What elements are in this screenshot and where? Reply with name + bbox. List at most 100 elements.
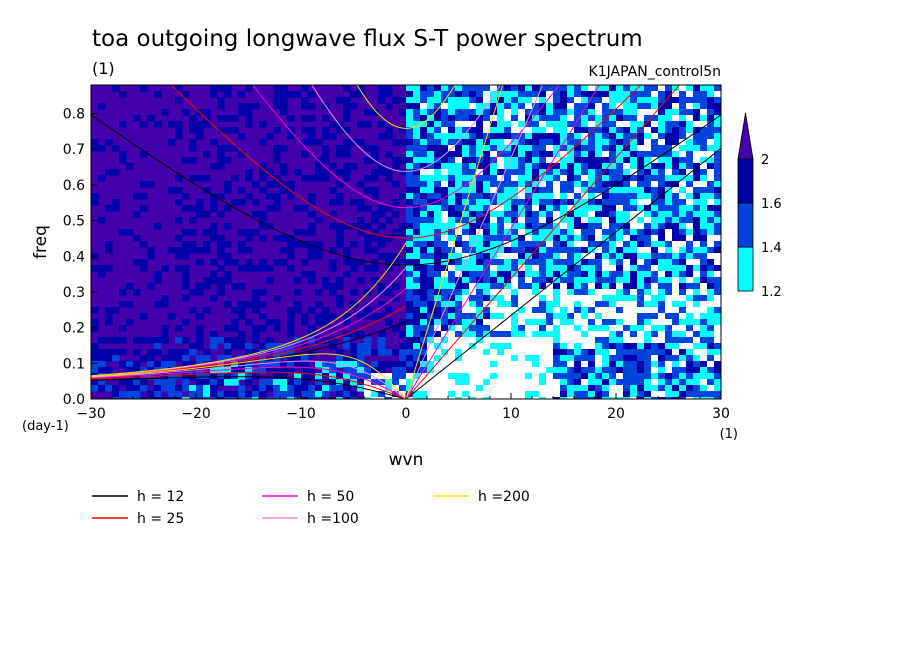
heatmap-cell	[539, 343, 547, 350]
y-axis-label: freq	[31, 225, 51, 259]
heatmap-cell	[252, 265, 260, 272]
heatmap-cells	[91, 85, 721, 399]
heatmap-cell	[546, 283, 554, 290]
heatmap-cell	[539, 259, 547, 266]
x-axis-unit: (1)	[720, 427, 738, 442]
heatmap-cell	[602, 211, 610, 218]
heatmap-cell	[413, 97, 421, 104]
heatmap-cell	[616, 295, 624, 302]
heatmap-cell	[203, 175, 211, 182]
heatmap-cell	[511, 127, 519, 134]
gravity-wave-curve	[91, 114, 721, 266]
heatmap-cell	[399, 139, 407, 146]
heatmap-cell	[413, 391, 421, 398]
heatmap-cell	[385, 259, 393, 266]
heatmap-cell	[350, 301, 358, 308]
heatmap-cell	[280, 145, 288, 152]
heatmap-cell	[252, 103, 260, 110]
heatmap-cell	[588, 193, 596, 200]
heatmap-cell	[455, 151, 463, 158]
heatmap-cell	[588, 283, 596, 290]
heatmap-cell	[378, 121, 386, 128]
heatmap-cell	[511, 235, 519, 242]
heatmap-cell	[693, 145, 701, 152]
heatmap-cell	[322, 151, 330, 158]
heatmap-cell	[420, 349, 428, 356]
heatmap-cell	[518, 241, 526, 248]
heatmap-cell	[490, 211, 498, 218]
heatmap-cell	[315, 319, 323, 326]
heatmap-cell	[105, 247, 113, 254]
heatmap-cell	[658, 175, 666, 182]
x-tick-label: 10	[502, 406, 520, 422]
heatmap-cell	[406, 175, 414, 182]
heatmap-cell	[560, 247, 568, 254]
heatmap-cell	[546, 103, 554, 110]
heatmap-cell	[406, 199, 414, 206]
heatmap-cell	[560, 217, 568, 224]
heatmap-cell	[469, 331, 477, 338]
heatmap-cell	[168, 139, 176, 146]
heatmap-cell	[686, 241, 694, 248]
heatmap-cell	[532, 151, 540, 158]
heatmap-cell	[455, 385, 463, 392]
heatmap-cell	[336, 283, 344, 290]
heatmap-cell	[217, 397, 225, 399]
heatmap-cell	[406, 283, 414, 290]
heatmap-cell	[350, 331, 358, 338]
heatmap-cell	[210, 223, 218, 230]
heatmap-cell	[637, 223, 645, 230]
heatmap-cell	[644, 169, 652, 176]
heatmap-cell	[665, 85, 673, 92]
heatmap-cell	[441, 355, 449, 362]
heatmap-cell	[700, 91, 708, 98]
heatmap-cell	[336, 169, 344, 176]
heatmap-cell	[182, 337, 190, 344]
heatmap-cell	[700, 325, 708, 332]
heatmap-cell	[658, 169, 666, 176]
heatmap-cell	[511, 361, 519, 368]
heatmap-cell	[406, 139, 414, 146]
heatmap-cell	[483, 91, 491, 98]
heatmap-cell	[497, 283, 505, 290]
heatmap-cell	[287, 241, 295, 248]
heatmap-cell	[224, 259, 232, 266]
heatmap-cell	[602, 217, 610, 224]
heatmap-cell	[343, 97, 351, 104]
heatmap-cell	[189, 373, 197, 380]
heatmap-cell	[329, 289, 337, 296]
heatmap-cell	[623, 295, 631, 302]
heatmap-cell	[245, 367, 253, 374]
heatmap-cell	[602, 85, 610, 92]
heatmap-cell	[245, 121, 253, 128]
heatmap-cell	[441, 223, 449, 230]
heatmap-cell	[539, 199, 547, 206]
heatmap-cell	[217, 211, 225, 218]
heatmap-cell	[280, 343, 288, 350]
heatmap-cell	[455, 85, 463, 92]
heatmap-cell	[91, 193, 99, 200]
heatmap-cell	[560, 319, 568, 326]
heatmap-cell	[364, 235, 372, 242]
heatmap-cell	[399, 373, 407, 380]
heatmap-cell	[322, 133, 330, 140]
heatmap-cell	[616, 199, 624, 206]
heatmap-cell	[462, 385, 470, 392]
heatmap-cell	[644, 283, 652, 290]
heatmap-cell	[560, 343, 568, 350]
heatmap-cell	[434, 307, 442, 314]
heatmap-cell	[714, 319, 721, 326]
heatmap-cell	[203, 385, 211, 392]
heatmap-cell	[630, 133, 638, 140]
heatmap-cell	[287, 127, 295, 134]
heatmap-cell	[427, 169, 435, 176]
heatmap-cell	[623, 271, 631, 278]
heatmap-cell	[245, 235, 253, 242]
heatmap-cell	[714, 115, 721, 122]
heatmap-cell	[301, 367, 309, 374]
heatmap-cell	[441, 205, 449, 212]
heatmap-cell	[140, 355, 148, 362]
heatmap-cell	[602, 133, 610, 140]
heatmap-cell	[616, 91, 624, 98]
heatmap-cell	[413, 331, 421, 338]
